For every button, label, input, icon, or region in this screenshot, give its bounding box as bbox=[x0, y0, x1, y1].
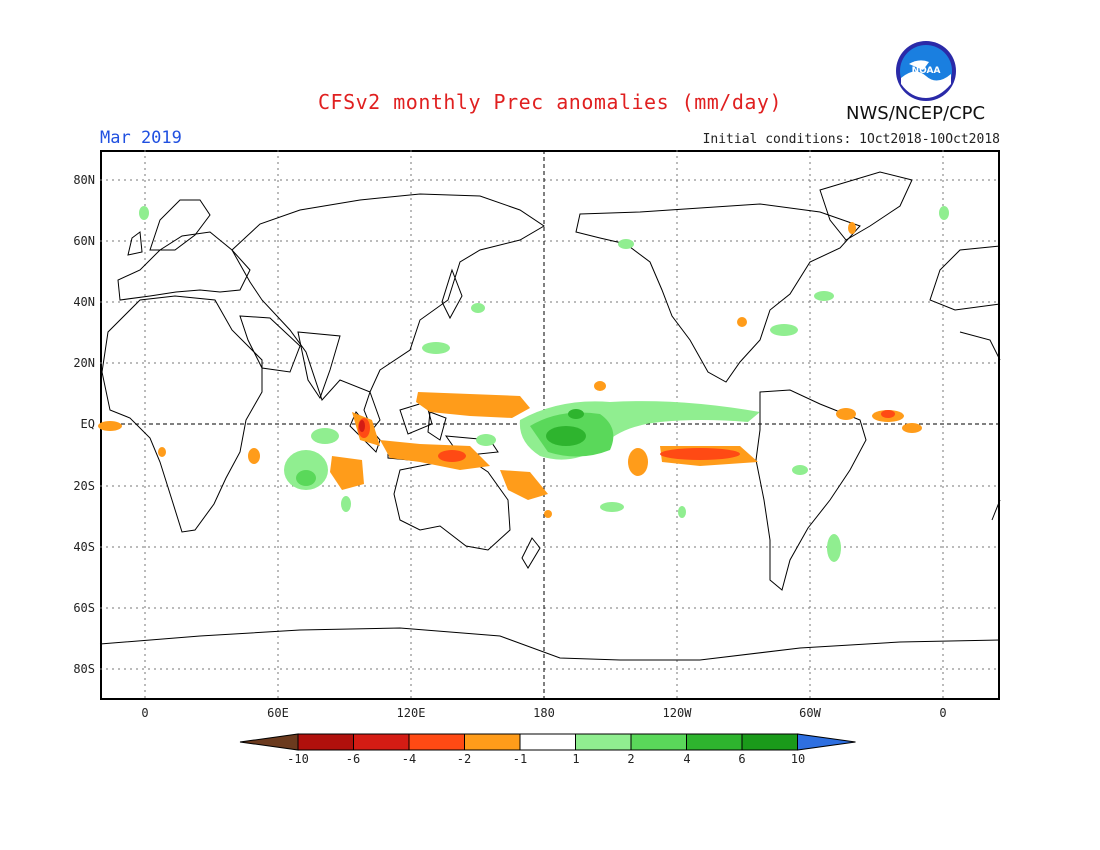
lat-label: 20S bbox=[73, 479, 95, 493]
colorbar-arrow-low bbox=[239, 733, 299, 751]
initial-conditions: Initial conditions: 1Oct2018-10Oct2018 bbox=[702, 132, 1000, 147]
map-title: CFSv2 monthly Prec anomalies (mm/day) bbox=[317, 90, 783, 114]
lat-label: 40S bbox=[73, 540, 95, 554]
lat-label: 60N bbox=[73, 234, 95, 248]
lat-label: EQ bbox=[80, 417, 95, 431]
lat-label: 80N bbox=[73, 173, 95, 187]
colorbar-segment bbox=[741, 733, 798, 751]
colorbar-label: 6 bbox=[738, 752, 746, 766]
lon-label: 0 bbox=[141, 706, 149, 720]
negative-anomaly-strong bbox=[359, 420, 365, 432]
map-gridlines bbox=[100, 150, 1000, 700]
lon-label: 120W bbox=[662, 706, 692, 720]
colorbar-label: -4 bbox=[401, 752, 417, 766]
colorbar-label: 1 bbox=[572, 752, 580, 766]
colorbar-arrow-high bbox=[797, 733, 856, 751]
colorbar-segment bbox=[464, 733, 521, 751]
colorbar-segment bbox=[353, 733, 410, 751]
colorbar-label: 4 bbox=[683, 752, 691, 766]
colorbar-segment bbox=[297, 733, 354, 751]
lat-label: 60S bbox=[73, 601, 95, 615]
colorbar-segment bbox=[408, 733, 465, 751]
colorbar-label: -10 bbox=[287, 752, 309, 766]
lat-label: 20N bbox=[73, 356, 95, 370]
lat-label: 80S bbox=[73, 662, 95, 676]
organization-label: NWS/NCEP/CPC bbox=[846, 103, 986, 124]
colorbar-label: 10 bbox=[790, 752, 806, 766]
lon-label: 120E bbox=[396, 706, 426, 720]
colorbar-label: 2 bbox=[627, 752, 635, 766]
lon-label: 60E bbox=[267, 706, 289, 720]
colorbar-label: -2 bbox=[456, 752, 472, 766]
colorbar-label: -1 bbox=[512, 752, 528, 766]
forecast-month: Mar 2019 bbox=[100, 128, 182, 148]
anomaly-shading bbox=[98, 206, 949, 562]
colorbar-segment bbox=[575, 733, 632, 751]
lon-label: 0 bbox=[939, 706, 947, 720]
colorbar-segment bbox=[686, 733, 743, 751]
noaa-logo-text: NOAA bbox=[912, 66, 941, 76]
lat-label: 40N bbox=[73, 295, 95, 309]
positive-anomaly-strong bbox=[546, 409, 586, 446]
colorbar-segment bbox=[630, 733, 687, 751]
lon-label: 60W bbox=[799, 706, 821, 720]
noaa-logo-icon: NOAA bbox=[896, 41, 956, 101]
colorbar-segment bbox=[519, 733, 576, 751]
colorbar-label: -6 bbox=[345, 752, 361, 766]
lon-label: 180 bbox=[533, 706, 555, 720]
